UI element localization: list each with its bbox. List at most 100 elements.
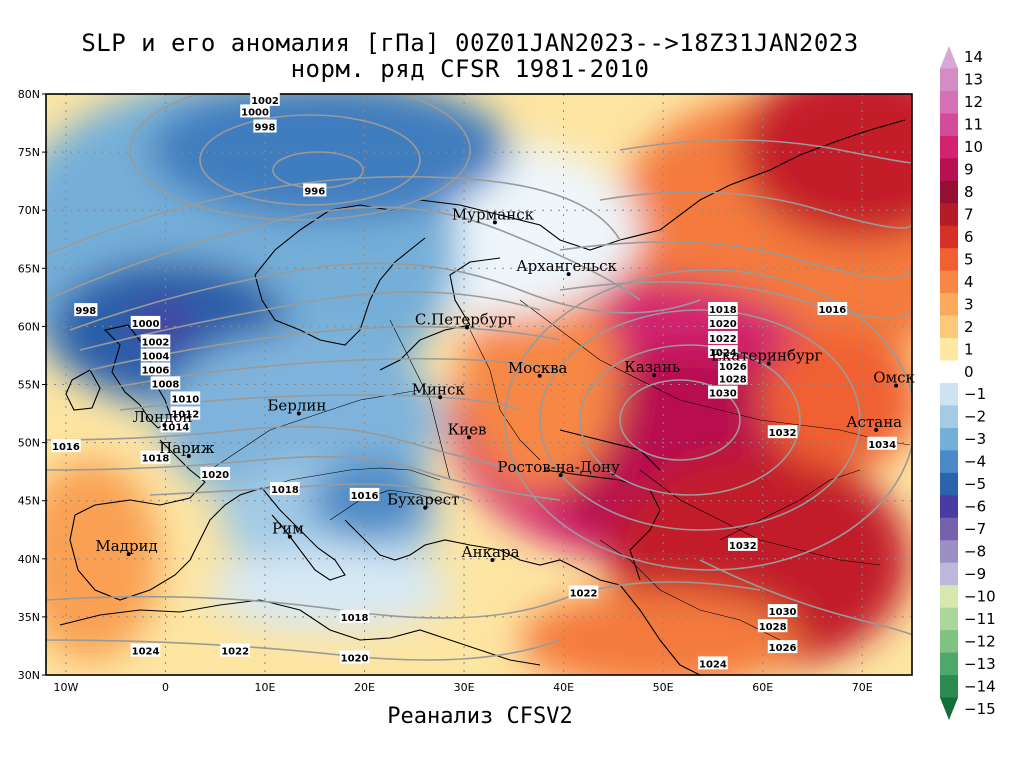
city-label: Лондон (133, 408, 193, 426)
isobar-label: 1002 (142, 338, 170, 349)
isobar-label-box (130, 315, 161, 329)
colorbar-label: 6 (964, 228, 974, 246)
colorbar-swatch (940, 90, 958, 114)
city-label: Париж (159, 439, 215, 457)
isobar-label-box (757, 619, 788, 633)
city-label: С.Петербург (415, 311, 515, 329)
lon-tick-label: 70E (852, 681, 873, 694)
city-marker (162, 423, 167, 428)
chart-subtitle: норм. ряд CFSR 1981-2010 (290, 55, 650, 83)
lat-tick-label: 55N (18, 379, 40, 392)
city-marker (490, 557, 495, 562)
city-label: Анкара (461, 543, 519, 561)
colorbar-swatch (940, 225, 958, 249)
colorbar-label: −6 (964, 498, 986, 516)
colorbar-label: 7 (964, 206, 974, 224)
isobar-label-box (253, 119, 277, 133)
colorbar-swatch (940, 607, 958, 631)
colorbar-label: −10 (964, 587, 996, 605)
isobar-label: 998 (75, 306, 96, 317)
city-label: Берлин (267, 397, 326, 415)
lat-tick-label: 35N (18, 611, 40, 624)
colorbar-swatch (940, 472, 958, 496)
isobar-label: 998 (255, 123, 276, 134)
isobar-label-box (767, 425, 798, 439)
isobar-label: 1018 (709, 305, 737, 316)
colorbar-swatch (940, 360, 958, 384)
isobar-label-box (170, 391, 201, 405)
city-label: Минск (412, 380, 466, 398)
isobar-label-box (140, 450, 171, 464)
colorbar-label: −1 (964, 385, 986, 403)
colorbar-label: 2 (964, 318, 974, 336)
isobar-label: 1000 (132, 319, 160, 330)
lat-tick-label: 50N (18, 437, 40, 450)
colorbar-label: 13 (964, 71, 983, 89)
city-marker (492, 220, 497, 225)
isobar-label-box (708, 315, 738, 329)
colorbar-swatch (940, 495, 958, 519)
colorbar-label: 9 (964, 161, 974, 179)
axis-labels: 80N 75N 70N 65N 60N 55N 50N 45N 40N 35N 30N 10W 0 10E… (18, 88, 873, 694)
isobar-label-box (140, 348, 171, 362)
colorbar-label: 11 (964, 116, 983, 134)
city-marker (186, 453, 191, 458)
isobar-label-box (867, 436, 897, 450)
colorbar-swatch (940, 158, 958, 182)
colorbar-label: 12 (964, 93, 983, 111)
colorbar-label: 3 (964, 295, 974, 313)
city-marker (126, 552, 131, 557)
plot-frame (45, 93, 913, 676)
city-label: Москва (508, 359, 568, 377)
isobar-label-box (220, 643, 250, 657)
isobar-label: 1000 (241, 107, 269, 118)
isobar-label: 1026 (719, 362, 747, 373)
city-marker (296, 411, 301, 416)
colorbar-swatch (940, 562, 958, 586)
colorbar-label: −7 (964, 520, 986, 538)
city-label: Астана (846, 413, 902, 431)
colorbar-label: 14 (964, 48, 983, 66)
isobar-label-box (568, 585, 599, 599)
isobar-label: 1018 (341, 613, 369, 624)
colorbar-label: 4 (964, 273, 974, 291)
isobar-label-box (339, 609, 370, 623)
isobar-label: 1002 (251, 96, 279, 107)
lon-tick-label: 20E (354, 681, 375, 694)
colorbar-label: 8 (964, 183, 974, 201)
isobar-label-box (303, 183, 327, 197)
colorbar-top-arrow (940, 46, 958, 69)
colorbar-swatch (940, 427, 958, 451)
city-marker (537, 373, 542, 378)
city-marker (423, 505, 428, 510)
footer-source: Реанализ CFSV2 (387, 704, 573, 729)
isobar-label: 1028 (759, 622, 787, 633)
chart-title: SLP и его аномалия [гПа] 00Z01JAN2023-->… (81, 29, 859, 57)
lat-tick-label: 45N (18, 495, 40, 508)
isobar-label: 1024 (699, 659, 727, 670)
colorbar-swatch (940, 652, 958, 676)
isobar-label: 1022 (221, 647, 249, 658)
city-marker (894, 383, 899, 388)
lon-tick-label: 60E (752, 681, 773, 694)
colorbar-swatch (940, 68, 958, 92)
isobar-label: 1018 (271, 485, 299, 496)
city-marker (465, 325, 470, 330)
isobar-label: 1022 (709, 334, 737, 345)
city-marker (652, 373, 657, 378)
colorbar-label: 5 (964, 250, 974, 268)
colorbar-swatch (940, 180, 958, 204)
city-marker (766, 361, 771, 366)
isobar-label-box (698, 656, 728, 670)
isobar-label: 1008 (152, 379, 180, 390)
colorbar-swatch (940, 675, 958, 699)
isobar-label-box (708, 344, 738, 358)
colorbar-bottom-arrow (940, 697, 958, 720)
lon-tick-label: 50E (653, 681, 674, 694)
city-label: Мурманск (452, 205, 535, 223)
isobar-label-box (708, 301, 738, 315)
isobar-label: 1028 (719, 375, 747, 386)
city-label: Омск (873, 369, 915, 387)
lat-tick-label: 40N (18, 553, 40, 566)
